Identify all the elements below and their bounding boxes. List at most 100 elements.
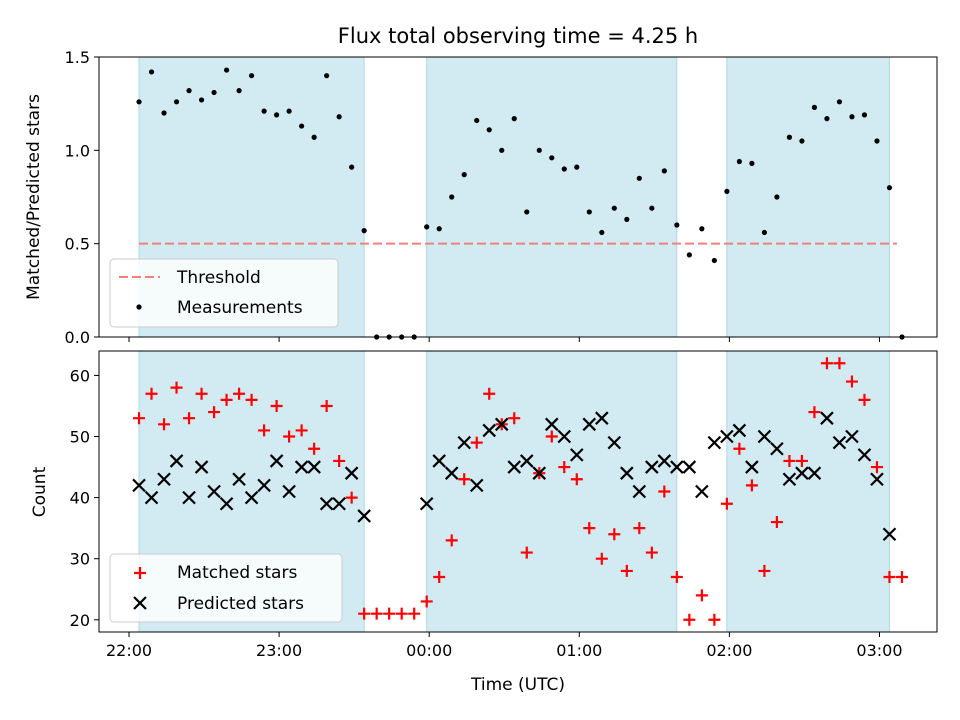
predicted-star-point [645,460,659,474]
matched-star-point [195,387,208,400]
matched-star-point [570,473,583,486]
bottom-x-ticks: 22:00 23:00 00:00 01:00 02:00 03:00 [106,632,903,660]
predicted-star-point [782,472,797,487]
matched-star-point [770,516,783,529]
count-panel: 22:00 23:00 00:00 01:00 02:00 03:00 20 30 40 50 6… [30,350,938,695]
predicted-star-point [419,496,434,511]
matched-star-point [545,430,558,443]
predicted-star-point [582,417,597,432]
measurement-point [299,123,305,129]
measurement-point [511,116,517,122]
top-plot-frame [98,56,938,338]
matched-star-point [808,406,821,419]
predicted-star-point [670,460,684,474]
measurement-point [811,104,818,110]
matched-star-point [683,613,696,626]
predicted-star-point [257,478,271,493]
top-legend: Threshold Measurements [109,258,339,328]
predicted-star-point [532,466,547,480]
shaded-interval [726,350,890,633]
predicted-star-point [144,490,159,505]
matched-star-point [520,546,533,559]
chart-title: Flux total observing time = 4.25 h [338,24,698,48]
y-tick-label: 1.5 [65,48,90,67]
predicted-star-point [232,472,246,487]
y-tick-label: 30 [70,550,90,569]
measurement-point [736,158,742,165]
measurement-point [861,112,868,118]
matched-star-point [458,473,471,486]
predicted-star-point [269,454,284,468]
matched-star-point [158,418,171,431]
predicted-star-point [770,441,784,456]
matched-star-point [833,357,846,370]
matched-star-point [483,387,496,400]
matched-star-point [858,393,871,406]
predicted-star-point [820,411,834,425]
measurement-point [461,172,467,178]
y-tick-label: 1.0 [65,141,90,160]
measurement-point [624,216,630,222]
matched-star-point [583,522,596,535]
ratio-panel: 0.0 0.5 1.0 1.5 Matched/Predicted stars Thr… [24,48,938,347]
matched-star-point [245,393,258,406]
matched-star-point [133,412,146,425]
measurement-point [173,99,180,105]
measurement-point [524,209,530,215]
matched-star-point [695,589,708,602]
predicted-star-point [219,496,234,511]
measurement-point [236,88,242,94]
matched-star-point [883,571,896,584]
measurement-point [286,108,292,114]
predicted-star-point [544,417,559,432]
matched-star-point [820,357,833,370]
matched-star-point [658,485,671,498]
matched-star-point [308,442,321,455]
matched-star-point [233,387,246,400]
measurement-point [148,69,155,75]
predicted-star-point [857,448,872,462]
predicted-star-point [845,429,859,444]
measurement-point [586,209,592,215]
y-tick-label: 50 [70,428,90,447]
predicted-star-point [307,460,321,474]
count-points [132,357,908,626]
matched-star-point [395,607,408,620]
top-legend-box [109,258,339,328]
predicted-star-point [157,472,171,487]
predicted-star-point [432,454,446,468]
predicted-star-point [444,466,459,480]
measurement-point [424,224,430,230]
predicted-star-point [595,411,609,425]
predicted-star-point [632,484,647,499]
matched-star-point [645,546,658,559]
measurement-point [499,147,505,153]
shaded-interval [726,56,890,338]
top-y-ticks: 0.0 0.5 1.0 1.5 [65,48,99,347]
predicted-star-point [207,484,221,499]
matched-star-point [670,571,683,584]
matched-star-point [620,564,633,577]
legend-predicted-label: Predicted stars [177,594,304,614]
measurement-point [324,73,330,79]
bottom-plot-frame [98,350,938,633]
predicted-star-point [357,509,371,523]
measurement-point [611,205,617,211]
top-y-axis-label: Matched/Predicted stars [24,94,44,300]
predicted-star-point [832,435,847,450]
matched-star-point [595,552,608,565]
x-tick-label: 22:00 [106,641,152,660]
predicted-star-point [244,490,259,505]
measurement-point [824,116,830,122]
matched-star-point [445,534,458,547]
matched-star-point [733,442,746,455]
y-tick-label: 0.0 [65,328,90,347]
predicted-star-point [607,435,622,450]
predicted-star-point [294,460,309,474]
x-tick-label: 03:00 [856,641,902,660]
measurement-point [349,164,355,170]
legend-measurements-label: Measurements [177,298,303,318]
predicted-star-point [695,484,709,499]
measurement-point [361,228,367,234]
